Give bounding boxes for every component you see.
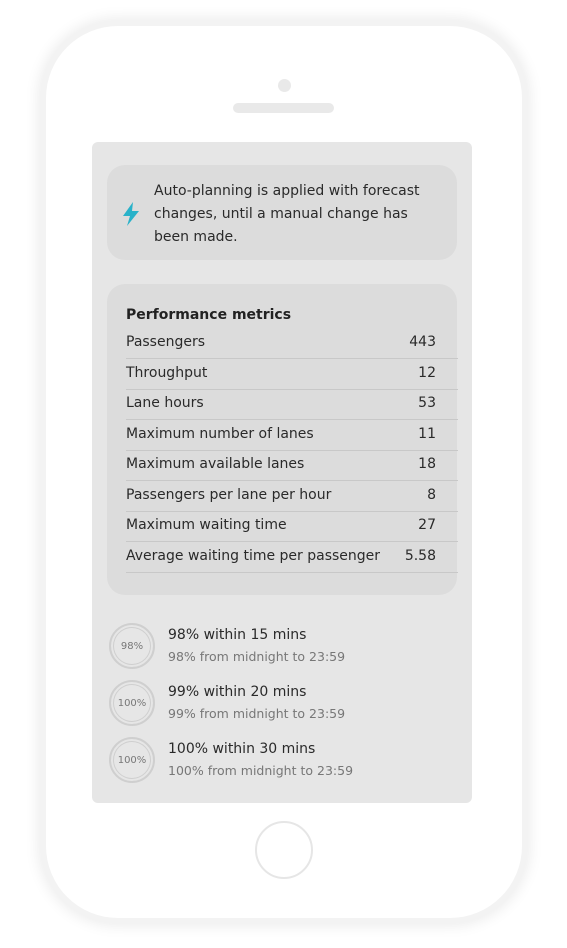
metric-label: Maximum number of lanes — [126, 425, 314, 442]
metric-value: 18 — [418, 456, 436, 472]
metric-value: 5.58 — [404, 547, 436, 564]
metric-row: Maximum number of lanes 11 — [126, 420, 458, 451]
metric-label: Passengers — [126, 334, 206, 350]
home-button[interactable] — [255, 821, 313, 879]
metrics-card — [107, 284, 457, 595]
metric-row: Throughput 12 — [126, 359, 458, 390]
badge: 100% — [109, 737, 155, 783]
badge: 100% — [109, 680, 155, 726]
service-level-subtitle: 98% from midnight to 23:59 — [168, 649, 346, 664]
metric-value: 27 — [418, 517, 436, 533]
bolt-icon — [123, 202, 139, 226]
metric-label: Maximum waiting time — [126, 517, 287, 533]
metric-label: Throughput — [126, 364, 208, 381]
metric-row: Maximum available lanes 18 — [126, 450, 458, 481]
metric-value: 53 — [418, 395, 436, 411]
notice-text: Auto-planning is applied with forecast c… — [154, 183, 420, 245]
metric-label: Average waiting time per passenger — [126, 547, 381, 564]
badge: 98% — [109, 623, 155, 669]
metric-label: Maximum available lanes — [126, 456, 305, 472]
metric-row: Maximum waiting time 27 — [126, 511, 458, 542]
service-level-title: 98% within 15 mins — [168, 627, 307, 643]
metric-row: Passengers 443 — [126, 328, 458, 359]
metric-value: 11 — [418, 425, 436, 442]
metric-row: Lane hours 53 — [126, 389, 458, 420]
metric-value: 12 — [418, 364, 436, 381]
service-level-title: 99% within 20 mins — [168, 684, 307, 700]
metric-label: Passengers per lane per hour — [126, 486, 332, 503]
notice-card — [107, 165, 457, 260]
metric-value: 443 — [409, 334, 436, 350]
service-level-title: 100% within 30 mins — [168, 741, 316, 757]
metric-row: Passengers per lane per hour 8 — [126, 481, 458, 512]
service-level-subtitle: 99% from midnight to 23:59 — [168, 706, 346, 721]
metric-value: 8 — [427, 486, 436, 503]
metrics-title: Performance metrics — [126, 307, 292, 323]
metric-label: Lane hours — [126, 395, 204, 411]
camera — [278, 79, 291, 92]
speaker — [233, 103, 334, 113]
service-level-subtitle: 100% from midnight to 23:59 — [168, 763, 354, 778]
metric-row: Average waiting time per passenger 5.58 — [126, 542, 458, 573]
